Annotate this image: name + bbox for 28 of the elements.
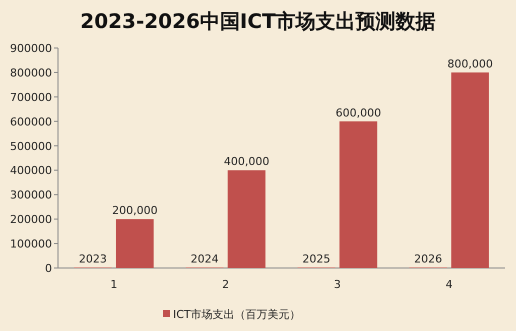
data-label: 2024 [190, 252, 219, 266]
data-label: 200,000 [112, 204, 158, 218]
y-tick-label: 400000 [10, 164, 52, 178]
data-label: 2023 [78, 252, 107, 266]
y-tick-label: 500000 [10, 140, 52, 153]
data-label: 800,000 [447, 57, 493, 70]
y-tick-label: 0 [45, 262, 52, 275]
x-tick-label: 4 [446, 278, 453, 291]
y-tick-label: 900000 [10, 42, 52, 55]
y-tick-label: 800000 [10, 66, 52, 80]
bar [339, 121, 378, 268]
x-tick-label: 3 [334, 278, 341, 291]
y-tick-label: 100000 [10, 238, 52, 251]
y-tick-label: 600000 [10, 115, 52, 128]
data-label: 400,000 [224, 155, 270, 168]
x-tick-label: 1 [110, 278, 118, 291]
y-tick-label: 300000 [10, 188, 52, 202]
x-tick-label: 2 [222, 278, 230, 291]
data-label: 2025 [302, 252, 330, 266]
bar [116, 219, 154, 268]
y-tick-label: 700000 [10, 90, 52, 104]
bar [228, 170, 266, 268]
bar [451, 72, 489, 268]
chart-title: 2023-2026中国ICT市场支出预测数据 [80, 9, 436, 33]
data-label: 2026 [414, 252, 442, 266]
y-tick-label: 200000 [10, 213, 52, 226]
legend-label: ICT市场支出（百万美元） [173, 308, 301, 321]
data-label: 600,000 [336, 106, 382, 120]
